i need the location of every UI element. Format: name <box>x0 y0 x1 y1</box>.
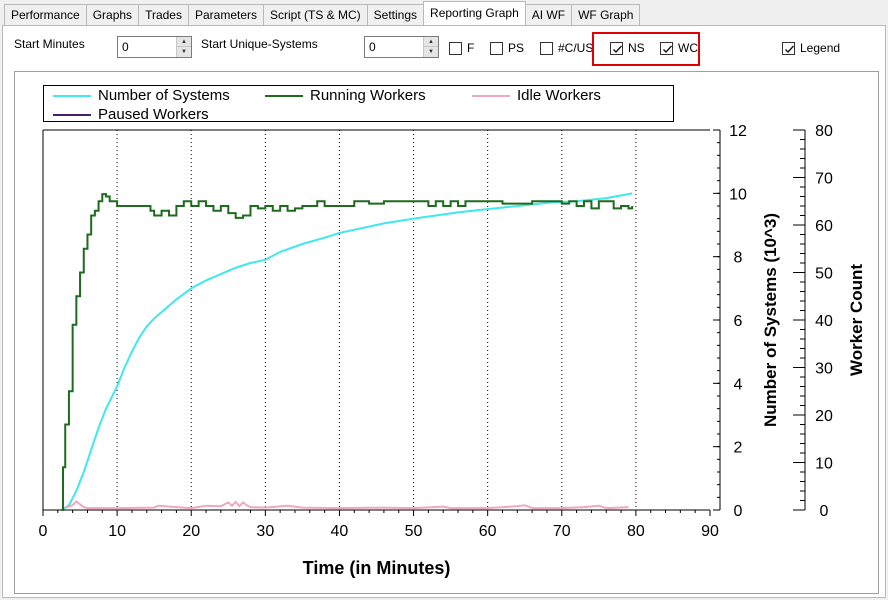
y-right-tick-label: 30 <box>815 361 833 378</box>
y-right-tick-label: 40 <box>815 313 833 330</box>
y-left-axis-title: Number of Systems (10^3) <box>761 213 780 427</box>
checkbox-label: WC <box>678 41 698 55</box>
start-minutes-input[interactable]: 0 ▲ ▼ <box>117 36 192 58</box>
checkbox-box <box>490 41 503 55</box>
checkbox-label: NS <box>628 41 645 55</box>
y-right-tick-label: 80 <box>815 123 833 140</box>
y-left-tick-label: 10 <box>729 186 747 203</box>
x-tick-label: 20 <box>182 523 200 540</box>
start-minutes-value: 0 <box>122 40 129 54</box>
checkmark-icon <box>613 45 622 53</box>
checkmark-icon <box>663 45 672 53</box>
checkmark-icon <box>785 45 794 53</box>
legend-entry: Running Workers <box>265 87 426 104</box>
y-right-tick-label: 0 <box>820 503 829 520</box>
checkbox-box <box>660 41 673 55</box>
x-axis-title: Time (in Minutes) <box>303 558 451 578</box>
start-unique-systems-down-button[interactable]: ▼ <box>424 47 438 57</box>
legend-swatch <box>472 94 510 97</box>
tab-reporting-graph[interactable]: Reporting Graph <box>423 1 526 25</box>
x-tick-label: 0 <box>39 523 48 540</box>
start-unique-systems-up-button[interactable]: ▲ <box>424 37 438 47</box>
x-tick-label: 70 <box>553 523 571 540</box>
tab-script-ts-mc[interactable]: Script (TS & MC) <box>263 4 368 25</box>
tab-parameters[interactable]: Parameters <box>187 4 264 25</box>
checkbox-box <box>540 41 553 55</box>
y-right-tick-label: 70 <box>815 171 833 188</box>
y-left-tick-label: 12 <box>729 123 747 140</box>
legend-entry: Paused Workers <box>53 106 209 123</box>
checkbox-box <box>449 41 462 55</box>
x-tick-label: 10 <box>108 523 126 540</box>
y-right-tick-label: 60 <box>815 218 833 235</box>
tab-wf-graph[interactable]: WF Graph <box>571 4 641 25</box>
checkbox-wc[interactable]: WC <box>660 41 698 55</box>
x-tick-label: 80 <box>627 523 645 540</box>
legend-swatch <box>53 113 91 116</box>
y-left-tick-label: 4 <box>734 376 743 393</box>
chart-legend: Number of Systems Running Workers Idle Wor… <box>43 85 674 123</box>
y-right-axis-title: Worker Count <box>847 264 866 376</box>
x-tick-label: 50 <box>405 523 423 540</box>
legend-swatch <box>53 94 91 97</box>
legend-label: Running Workers <box>310 87 426 104</box>
tab-ai-wf[interactable]: AI WF <box>524 4 573 25</box>
y-left-tick-label: 6 <box>734 313 743 330</box>
x-tick-label: 30 <box>256 523 274 540</box>
legend-label: Paused Workers <box>98 106 209 123</box>
y-left-tick-label: 8 <box>734 250 743 267</box>
tab-trades[interactable]: Trades <box>138 4 189 25</box>
legend-checkbox[interactable]: Legend <box>782 41 840 55</box>
start-minutes-down-button[interactable]: ▼ <box>177 47 191 57</box>
start-unique-systems-value: 0 <box>369 40 376 54</box>
checkbox-label: #C/US <box>558 41 594 55</box>
legend-label: Number of Systems <box>98 87 230 104</box>
x-tick-label: 40 <box>331 523 349 540</box>
checkbox-label: F <box>467 41 475 55</box>
checkbox-c-us[interactable]: #C/US <box>540 41 593 55</box>
checkbox-box <box>610 41 623 55</box>
legend-label: Idle Workers <box>517 87 601 104</box>
y-left-tick-label: 2 <box>734 440 743 457</box>
start-unique-systems-stepper: ▲ ▼ <box>423 37 438 57</box>
tab-settings[interactable]: Settings <box>366 4 425 25</box>
x-tick-label: 90 <box>701 523 719 540</box>
start-unique-systems-label: Start Unique-Systems <box>201 37 318 51</box>
x-tick-label: 60 <box>479 523 497 540</box>
series-line-running-workers <box>61 193 634 511</box>
y-right-tick-label: 50 <box>815 266 833 283</box>
checkbox-f[interactable]: F <box>449 41 474 55</box>
start-unique-systems-input[interactable]: 0 ▲ ▼ <box>364 36 439 58</box>
y-right-tick-label: 10 <box>815 456 833 473</box>
legend-checkbox-label: Legend <box>800 41 841 55</box>
tab-graphs[interactable]: Graphs <box>85 4 140 25</box>
checkbox-label: PS <box>508 41 525 55</box>
tab-strip: Performance Graphs Trades Parameters Script … <box>4 1 641 25</box>
series-line-number-of-systems <box>60 192 633 511</box>
checkbox-box <box>782 41 795 55</box>
start-minutes-up-button[interactable]: ▲ <box>177 37 191 47</box>
checkbox-ps[interactable]: PS <box>490 41 524 55</box>
y-left-tick-label: 0 <box>734 503 743 520</box>
start-minutes-label: Start Minutes <box>14 37 85 51</box>
start-minutes-stepper: ▲ ▼ <box>176 37 191 57</box>
legend-entry: Number of Systems <box>53 87 230 104</box>
series-line-idle-workers <box>64 500 629 510</box>
legend-entry: Idle Workers <box>472 87 601 104</box>
legend-swatch <box>265 94 303 97</box>
tab-performance[interactable]: Performance <box>4 4 87 25</box>
checkbox-ns[interactable]: NS <box>610 41 645 55</box>
y-right-tick-label: 20 <box>815 408 833 425</box>
highlight-box <box>592 32 700 66</box>
